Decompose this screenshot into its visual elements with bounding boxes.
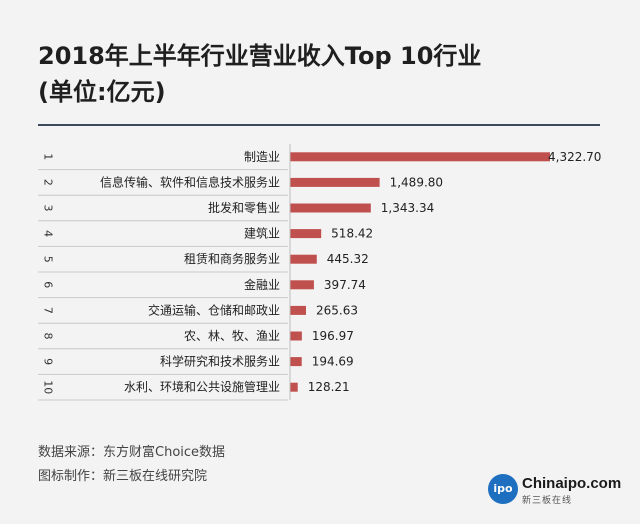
title-line-2: (单位:亿元) xyxy=(38,78,166,106)
category-label: 租赁和商务服务业 xyxy=(184,251,280,266)
rank-label: 6 xyxy=(42,281,55,288)
bar xyxy=(290,357,302,367)
logo-mark: ipo xyxy=(488,474,518,504)
value-label: 265.63 xyxy=(316,303,358,317)
value-label: 128.21 xyxy=(308,380,350,394)
bar xyxy=(290,229,322,239)
rank-label: 1 xyxy=(42,153,55,160)
rank-label: 3 xyxy=(42,205,55,212)
value-label: 1,489.80 xyxy=(390,175,443,189)
value-label: 397.74 xyxy=(324,278,366,292)
title-divider xyxy=(38,124,600,126)
category-label: 金融业 xyxy=(244,277,280,292)
logo-sub: 新三板在线 xyxy=(522,496,573,506)
bar xyxy=(290,203,371,213)
bar xyxy=(290,382,298,392)
category-label: 水利、环境和公共设施管理业 xyxy=(124,379,280,394)
value-label: 518.42 xyxy=(331,227,373,241)
bar xyxy=(290,280,314,290)
chinaipo-logo: ipo Chinaipo.com 新三板在线 xyxy=(488,474,621,508)
chart-title: 2018年上半年行业营业收入Top 10行业 (单位:亿元) xyxy=(38,38,618,110)
category-label: 交通运输、仓储和邮政业 xyxy=(148,302,280,317)
logo-brand: Chinaipo.com xyxy=(522,475,622,492)
rank-label: 8 xyxy=(42,333,55,340)
value-label: 4,322.70 xyxy=(548,150,601,164)
rank-label: 4 xyxy=(42,230,55,237)
value-label: 196.97 xyxy=(312,329,354,343)
bar xyxy=(290,305,306,315)
category-label: 科学研究和技术服务业 xyxy=(160,354,280,369)
bar xyxy=(290,152,550,162)
category-label: 建筑业 xyxy=(244,226,280,241)
value-label: 194.69 xyxy=(312,355,354,369)
value-label: 1,343.34 xyxy=(381,201,434,215)
rank-label: 2 xyxy=(42,179,55,186)
chart-maker-note: 图标制作：新三板在线研究院 xyxy=(38,469,208,484)
rank-label: 7 xyxy=(42,307,55,314)
value-label: 445.32 xyxy=(327,252,369,266)
rank-label: 9 xyxy=(42,358,55,365)
bar xyxy=(290,177,380,187)
bar xyxy=(290,331,302,341)
rank-label: 10 xyxy=(42,380,55,394)
bar xyxy=(290,254,317,264)
data-source-note: 数据来源：东方财富Choice数据 xyxy=(38,445,226,460)
category-label: 批发和零售业 xyxy=(208,200,280,215)
title-line-1: 2018年上半年行业营业收入Top 10行业 xyxy=(38,42,482,70)
category-label: 农、林、牧、渔业 xyxy=(184,329,280,343)
rank-label: 5 xyxy=(42,256,55,263)
category-label: 制造业 xyxy=(244,150,280,164)
category-label: 信息传输、软件和信息技术服务业 xyxy=(100,174,280,189)
